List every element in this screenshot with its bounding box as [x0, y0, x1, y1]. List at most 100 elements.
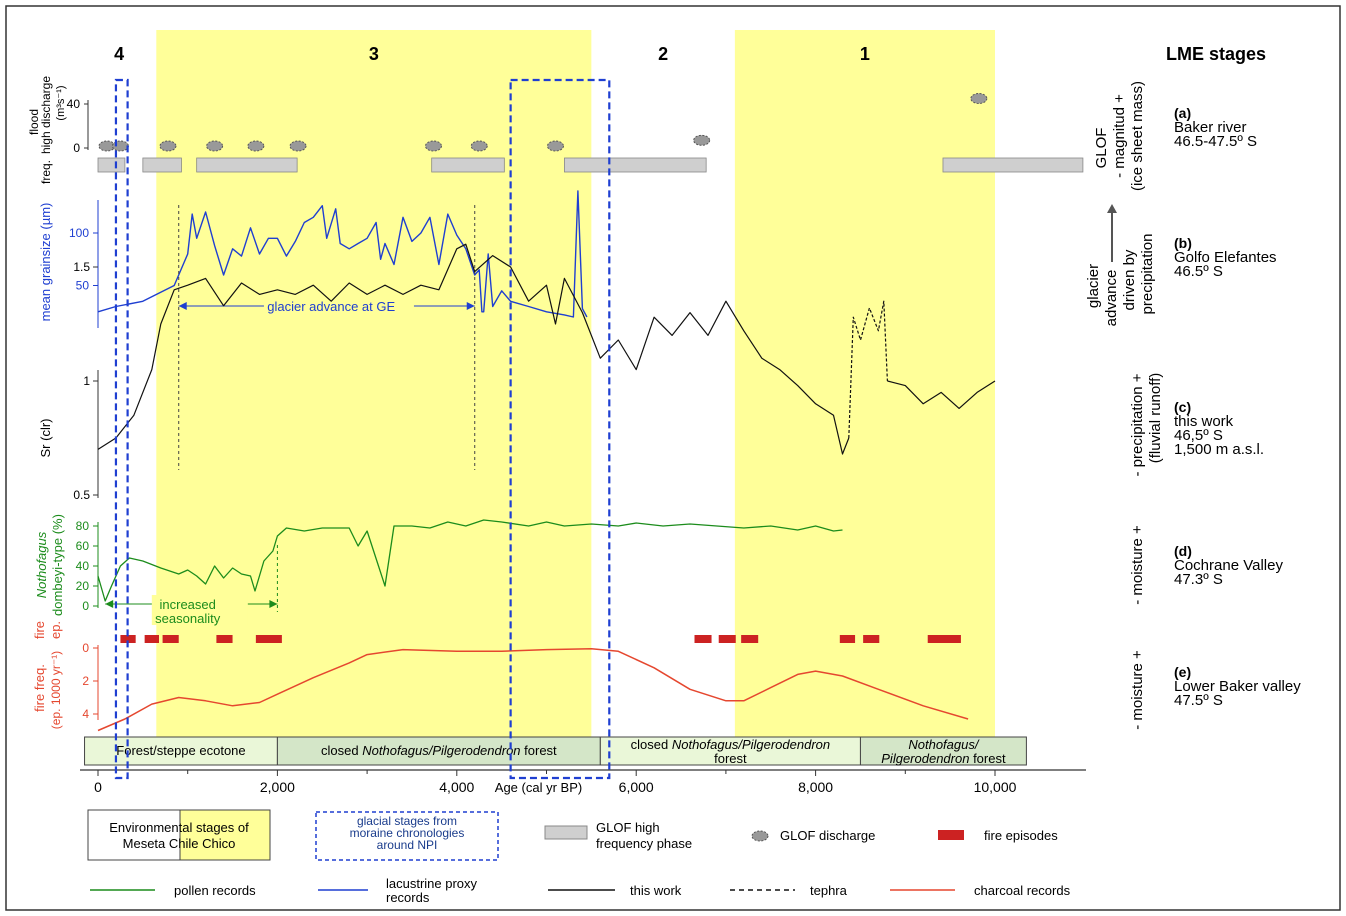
interp-d-1: - moisture + [1129, 525, 1146, 605]
veg-stage-box [859, 736, 1027, 766]
panel-d-tick-label: 20 [76, 579, 90, 593]
x-tick-label: 10,000 [974, 779, 1017, 795]
panel-site-site: Golfo Elefantes [1174, 249, 1277, 266]
legend-glof-phase-swatch [544, 825, 588, 840]
glof-phase-bar [196, 157, 298, 173]
background-layer [156, 30, 995, 737]
legend-glacial-text: glacial stages from [357, 814, 457, 828]
lme-stage-label: 3 [369, 44, 379, 64]
annotation-bg [263, 296, 414, 314]
panel-e-tick-label: 4 [82, 707, 89, 721]
fire-episode-bar [741, 635, 759, 643]
panel-d-nothofagus: 80 60 40 20 0 Nothofagus dombeyi-type (%) incre… [34, 514, 843, 626]
veg-stage-text: forest [714, 751, 747, 766]
x-tick-label: 0 [94, 779, 102, 795]
legend-this-work: this work [630, 883, 682, 898]
legend-glof-phase-1: GLOF high [596, 820, 660, 835]
fire-episode-bar [839, 635, 856, 643]
fire-episode-bar [927, 635, 961, 643]
fire-episode-bar [718, 635, 736, 643]
arrow-head-left [178, 302, 187, 310]
panel-letter: (b) [1174, 235, 1192, 251]
legend-glacial-box [315, 811, 499, 861]
interp-b-2: advance [1103, 270, 1120, 327]
panel-b-grainsize: 100 50 mean grainsize (µm) glacier advance … [38, 190, 588, 470]
sr-series-late [887, 380, 996, 409]
glacier-advance-label: glacier advance at GE [267, 299, 395, 314]
interp-a-3: (ice sheet mass) [1129, 81, 1146, 191]
legend-env-line1: Environmental stages of [109, 820, 249, 835]
panel-d-tick-label: 80 [76, 519, 90, 533]
panel-c-tick-label: 0.5 [73, 488, 90, 502]
sr-tephra-series [848, 300, 888, 439]
glof-phase-bar [942, 157, 1084, 173]
fire-frequency-series [97, 648, 969, 732]
lme-stages-title: LME stages [1166, 44, 1266, 64]
veg-stage-label: Forest/steppe ecotone [116, 743, 245, 758]
arrow-head-right [466, 302, 475, 310]
panel-site-lat: 46.5-47.5º S [1174, 133, 1257, 150]
annotation-bg [151, 595, 248, 625]
panel-e-ylabel-freq: fire freq. [32, 664, 47, 712]
interp-b-4: precipitation [1139, 234, 1156, 315]
veg-stage-label: closed Nothofagus/Pilgerodendron forest [321, 743, 557, 758]
panel-e-ylabel-ep: ep. [48, 621, 63, 639]
x-tick-label: 2,000 [260, 779, 295, 795]
vegetation-stage-bar: Forest/steppe ecotone closed Nothofagus/P… [84, 736, 1027, 766]
veg-stage-label: closed Nothofagus/Pilgerodendron [631, 737, 830, 752]
x-tick-label: 8,000 [798, 779, 833, 795]
legend-pollen: pollen records [174, 883, 256, 898]
panel-d-tick-label: 0 [82, 599, 89, 613]
panel-c-tick-label: 1.5 [73, 260, 90, 274]
legend-fire: fire episodes [984, 828, 1058, 843]
glof-discharge-marker [970, 93, 988, 104]
lme-yellow-band [156, 30, 592, 737]
glof-discharge-marker [111, 140, 129, 152]
seasonality-label: seasonality [155, 611, 221, 626]
veg-stage-text: Nothofagus/Pilgerodendron [362, 743, 520, 758]
glacial-stage-boxes [114, 78, 611, 780]
veg-stage-label: Nothofagus/ [908, 737, 979, 752]
arrow-head-left [105, 600, 114, 608]
interp-a-1: GLOF [1093, 128, 1110, 169]
legend-fire-swatch [938, 830, 964, 840]
panel-d-ylabel-type: dombeyi-type (%) [50, 514, 65, 616]
veg-stage-text: Nothofagus/ [908, 737, 979, 752]
lme-stage-labels: 4 3 2 1 [114, 44, 870, 64]
x-tick-label: 6,000 [619, 779, 654, 795]
legend-lacustrine-2: records [386, 890, 430, 905]
panel-a-ylabel-flood: flood [27, 109, 41, 135]
glof-discharge-marker [546, 140, 564, 152]
panel-a-ylabel-units: (m³s⁻¹) [55, 85, 67, 120]
glof-discharge-marker [206, 140, 224, 152]
legend-glof-discharge: GLOF discharge [780, 828, 875, 843]
interp-a-2: - magnitud + [1111, 94, 1128, 178]
panel-letter: (a) [1174, 105, 1191, 121]
panel-d-tick-label: 40 [76, 559, 90, 573]
glacial-stage-box [114, 78, 129, 780]
grainsize-series [97, 190, 588, 318]
legend-charcoal: charcoal records [974, 883, 1071, 898]
panel-d-ylabel-genus: Nothofagus [34, 531, 49, 598]
veg-stage-text: closed [321, 743, 362, 758]
panel-a-tick-label: 40 [67, 97, 81, 111]
fire-episode-bar [120, 635, 136, 643]
glof-phase-bar [431, 157, 505, 173]
glof-phase-bar [564, 157, 707, 173]
veg-stage-text: closed [631, 737, 672, 752]
legend-lacustrine-1: lacustrine proxy [386, 876, 478, 891]
panel-letter: (c) [1174, 399, 1191, 415]
panel-d-tick-label: 60 [76, 539, 90, 553]
panel-a-tick-label: 0 [73, 141, 80, 155]
glof-phase-bar [142, 157, 182, 173]
legend-glof-discharge-swatch [751, 830, 769, 842]
figure-border [5, 5, 1341, 911]
fire-episode-bar [144, 635, 159, 643]
panel-site-lat: 46.5º S [1174, 263, 1223, 280]
interp-e-1: - moisture + [1129, 650, 1146, 730]
legend-glof-phase-2: frequency phase [596, 836, 692, 851]
legend-glacial-text: moraine chronologies [350, 826, 465, 840]
panel-b-ylabel: mean grainsize (µm) [38, 203, 53, 322]
glof-discharge-marker [470, 140, 488, 152]
